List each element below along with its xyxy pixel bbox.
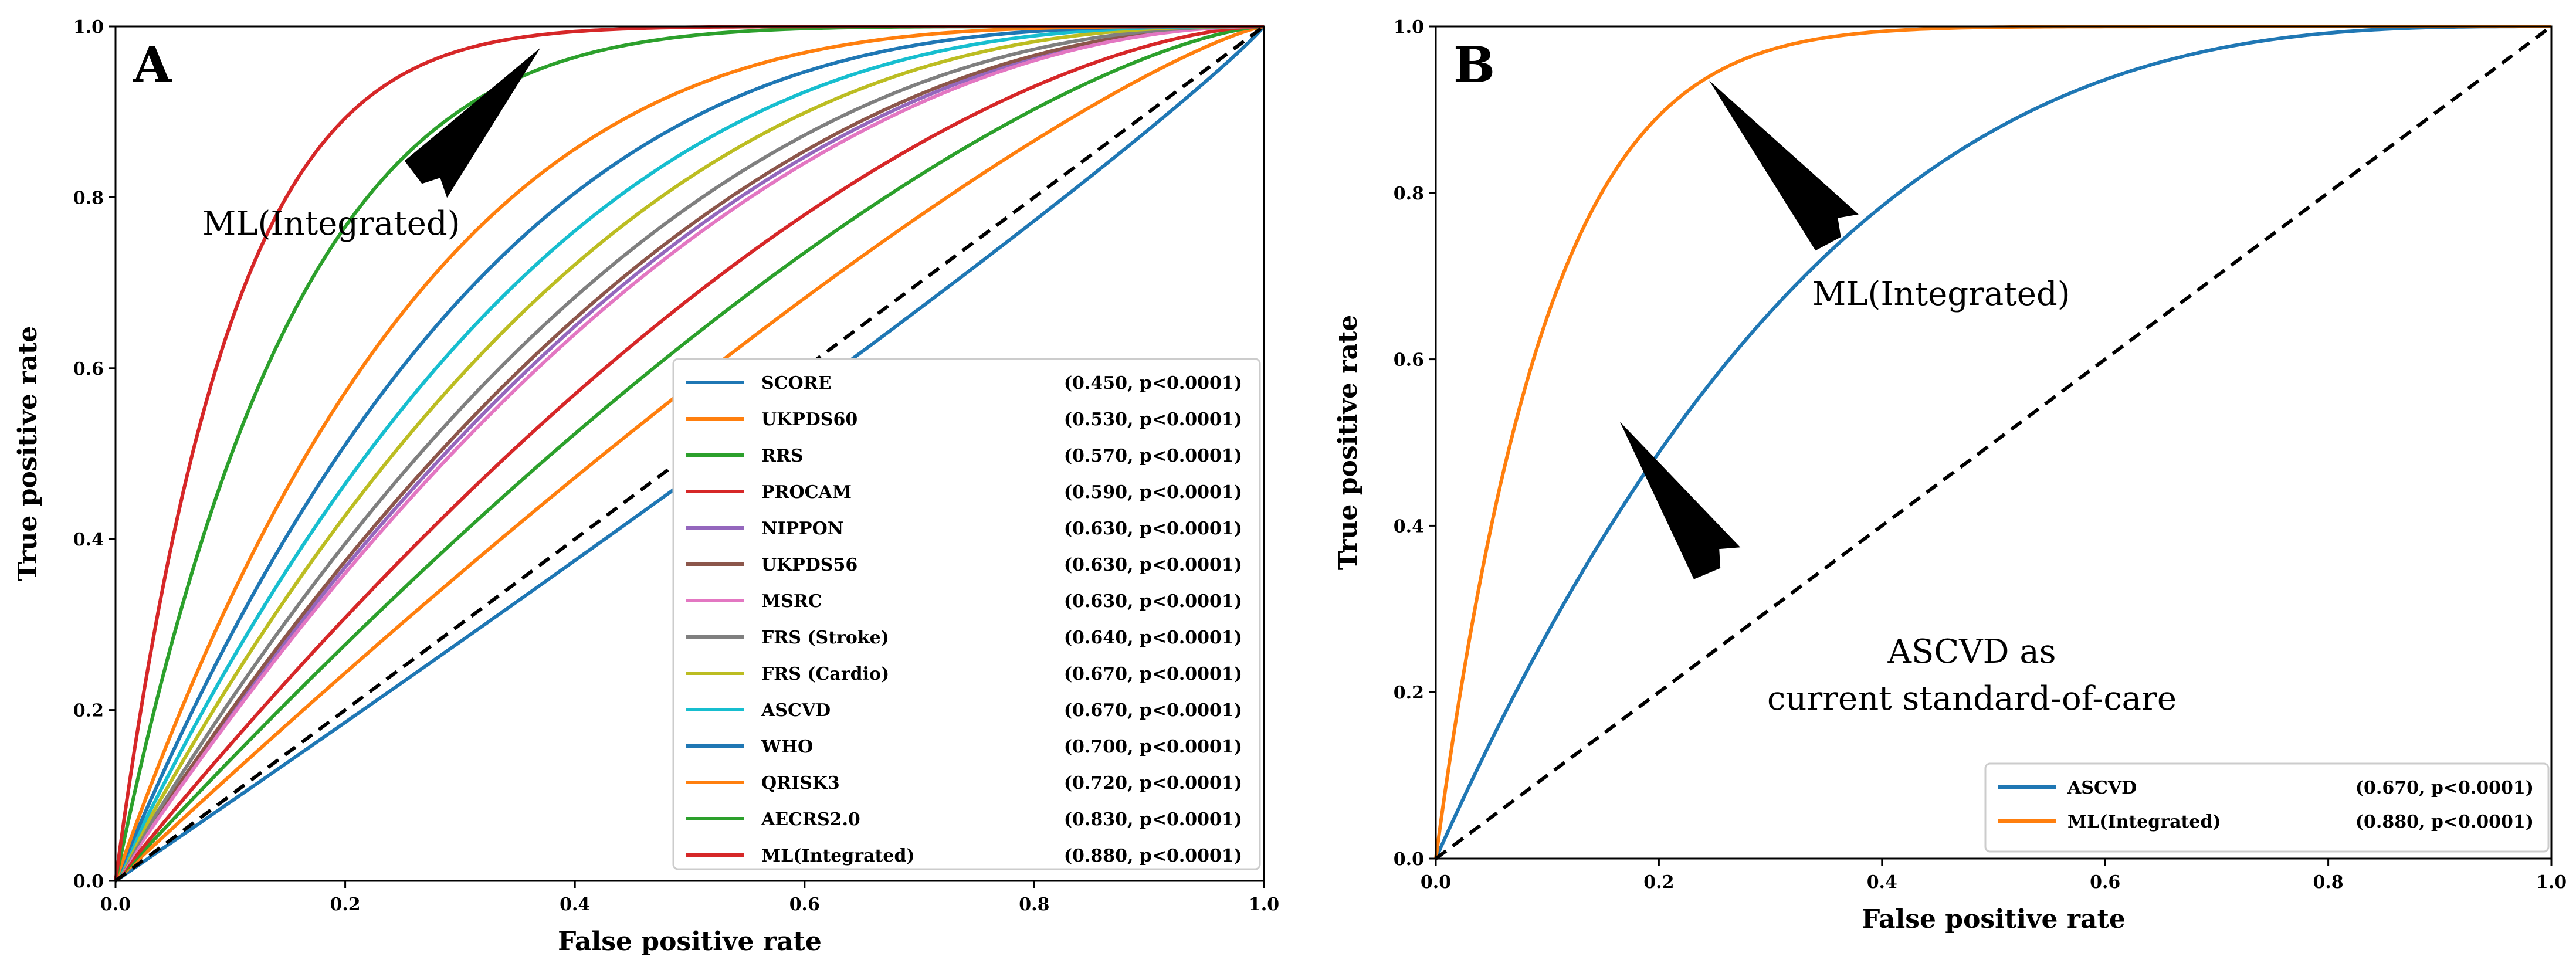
legend-series-stat: (0.700, p<0.0001) — [1064, 737, 1242, 757]
roc-curve-ukpds56 — [114, 25, 1264, 882]
roc-curve-msrc — [114, 25, 1264, 882]
panel-b-y-ticks: 0.0 0.2 0.4 0.6 0.8 1.0 — [1394, 17, 1436, 870]
x-tick-label: 0.6 — [789, 894, 820, 915]
x-tick-label: 0.2 — [1643, 872, 1674, 893]
y-tick-label: 0.4 — [73, 530, 104, 550]
panel-b-y-axis-label: True positive rate — [1333, 315, 1363, 571]
legend-series-stat: (0.530, p<0.0001) — [1064, 409, 1242, 430]
panel-a-x-ticks: 0.0 0.2 0.4 0.6 0.8 1.0 — [100, 881, 1279, 915]
legend-series-stat: (0.720, p<0.0001) — [1064, 773, 1242, 794]
legend-series-stat: (0.880, p<0.0001) — [2355, 812, 2534, 832]
legend-series-stat: (0.640, p<0.0001) — [1064, 628, 1242, 648]
panel-a-letter: A — [133, 36, 172, 94]
annotation-label: ML(Integrated) — [202, 205, 460, 243]
y-tick-label: 0.0 — [73, 872, 104, 892]
panel-a-y-ticks: 0.0 0.2 0.4 0.6 0.8 1.0 — [73, 17, 116, 892]
roc-curve-frs-cardio- — [114, 25, 1264, 882]
legend-series-stat: (0.630, p<0.0001) — [1064, 555, 1242, 575]
roc-curve-procam — [114, 25, 1265, 882]
panel-a-x-axis-label: False positive rate — [558, 927, 822, 957]
legend-series-name: UKPDS60 — [761, 409, 857, 430]
legend-series-stat: (0.670, p<0.0001) — [1064, 700, 1242, 721]
legend-series-name: ASCVD — [761, 700, 831, 721]
annotation-label-line2: current standard-of-care — [1767, 680, 2177, 718]
legend-series-name: NIPPON — [761, 518, 843, 539]
panel-a: 0.0 0.2 0.4 0.6 0.8 1.0 0.0 0.2 0.4 0.6 0.8 1.0 Fa… — [13, 17, 1279, 957]
annotation-label: ML(Integrated) — [1812, 275, 2070, 313]
legend-series-name: ML(Integrated) — [2067, 812, 2221, 832]
legend-series-stat: (0.630, p<0.0001) — [1064, 591, 1242, 612]
annotation-arrow — [404, 48, 541, 198]
legend-series-name: PROCAM — [761, 482, 852, 503]
x-tick-label: 1.0 — [1249, 894, 1279, 915]
y-tick-label: 1.0 — [1394, 17, 1424, 38]
legend-series-stat: (0.670, p<0.0001) — [1064, 664, 1242, 684]
panel-a-y-axis-label: True positive rate — [13, 326, 43, 582]
roc-curve-rrs — [114, 25, 1265, 883]
y-tick-label: 0.0 — [1394, 849, 1424, 870]
x-tick-label: 0.4 — [560, 894, 590, 915]
legend-box — [1984, 762, 2550, 853]
panel-b-letter: B — [1453, 36, 1495, 94]
roc-curve-ascvd — [1434, 25, 2551, 860]
annotation-label: ASCVD as — [1887, 633, 2056, 671]
y-tick-label: 0.8 — [1394, 184, 1424, 204]
legend-series-stat: (0.670, p<0.0001) — [2355, 778, 2534, 798]
panel-a-chance-diagonal — [114, 25, 1265, 883]
x-tick-label: 0.0 — [100, 894, 131, 915]
panel-a-axes-frame — [114, 25, 1265, 882]
y-tick-label: 0.2 — [1394, 683, 1424, 703]
y-tick-label: 0.6 — [1394, 350, 1424, 371]
panel-b: 0.0 0.2 0.4 0.6 0.8 1.0 0.0 0.2 0.4 0.6 0.8 1.0 Fa… — [1333, 17, 2567, 934]
legend-series-name: FRS (Cardio) — [761, 664, 889, 684]
annotation-arrow — [1619, 422, 1741, 579]
roc-curve-ascvd — [114, 25, 1264, 882]
legend-series-stat: (0.590, p<0.0001) — [1064, 482, 1242, 503]
x-tick-label: 0.8 — [2313, 872, 2343, 893]
x-tick-label: 0.8 — [1019, 894, 1049, 915]
annotation-arrow — [1709, 80, 1859, 251]
legend-series-name: FRS (Stroke) — [761, 628, 889, 648]
y-tick-label: 1.0 — [73, 17, 104, 38]
x-tick-label: 1.0 — [2536, 872, 2567, 893]
panel-a-annotations: ML(Integrated) — [202, 48, 541, 243]
legend-series-name: SCORE — [761, 373, 831, 394]
legend-series-name: UKPDS56 — [761, 555, 857, 575]
roc-curve-who — [114, 25, 1264, 882]
panel-b-annotations: ML(Integrated) ASCVD as current standard-o… — [1619, 80, 2177, 718]
y-tick-label: 0.8 — [73, 188, 104, 208]
legend-series-stat: (0.880, p<0.0001) — [1064, 846, 1242, 866]
legend-series-name: RRS — [761, 446, 804, 466]
panel-b-x-axis-label: False positive rate — [1862, 904, 2126, 934]
panel-b-legend: ASCVD (0.670, p<0.0001) ML(Integrated) (0.8… — [1984, 762, 2550, 853]
legend-series-stat: (0.450, p<0.0001) — [1064, 373, 1242, 394]
y-tick-label: 0.6 — [73, 359, 104, 379]
legend-series-name: WHO — [761, 737, 813, 757]
panel-b-chance-diagonal — [1435, 25, 2553, 860]
legend-series-stat: (0.630, p<0.0001) — [1064, 518, 1242, 539]
legend-series-name: MSRC — [761, 591, 822, 612]
legend-series-name: QRISK3 — [761, 773, 840, 794]
roc-curve-frs-stroke- — [114, 25, 1264, 882]
y-tick-label: 0.2 — [73, 701, 104, 721]
x-tick-label: 0.0 — [1421, 872, 1451, 893]
x-tick-label: 0.4 — [1867, 872, 1897, 893]
panel-b-axes-frame — [1435, 25, 2553, 860]
roc-curve-nippon — [114, 25, 1264, 882]
panel-a-legend: SCORE (0.450, p<0.0001) UKPDS60 (0.530, p<0… — [672, 358, 1261, 870]
legend-series-stat: (0.830, p<0.0001) — [1064, 809, 1242, 830]
legend-series-name: ASCVD — [2067, 778, 2137, 798]
x-tick-label: 0.6 — [2090, 872, 2120, 893]
panel-b-x-ticks: 0.0 0.2 0.4 0.6 0.8 1.0 — [1421, 859, 2567, 893]
x-tick-label: 0.2 — [330, 894, 360, 915]
legend-series-name: AECRS2.0 — [761, 809, 860, 830]
legend-series-stat: (0.570, p<0.0001) — [1064, 446, 1242, 466]
legend-series-name: ML(Integrated) — [761, 846, 915, 866]
legend-box — [672, 358, 1261, 870]
y-tick-label: 0.4 — [1394, 516, 1424, 537]
